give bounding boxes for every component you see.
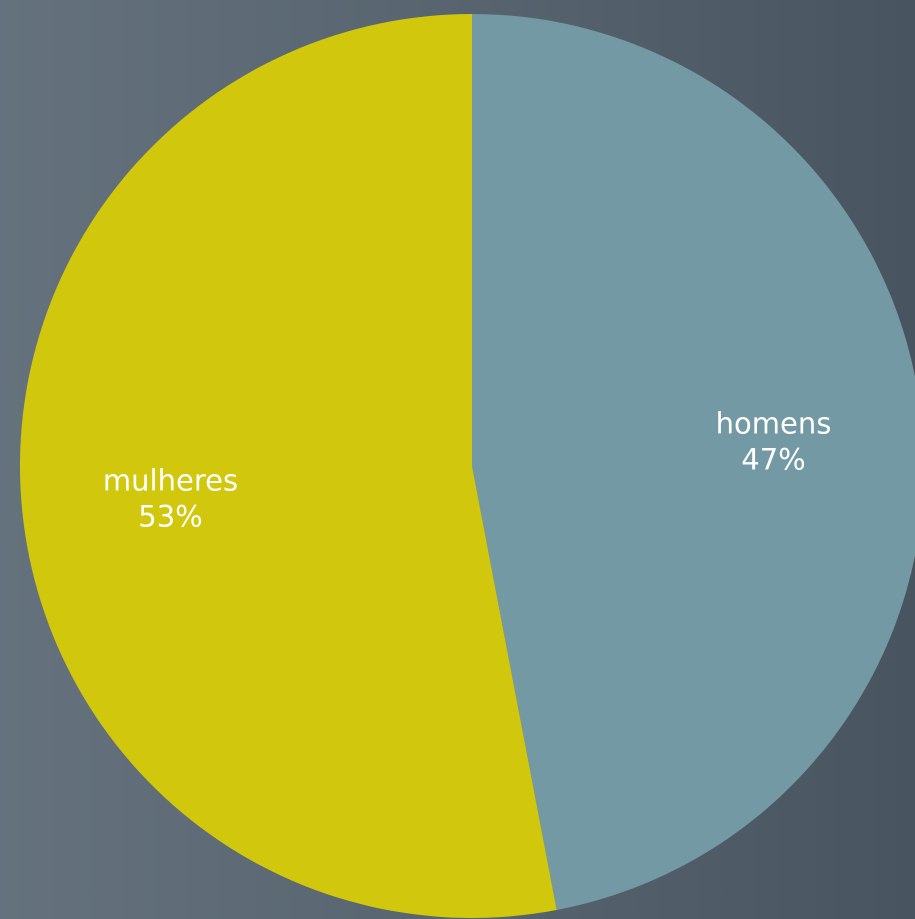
- slice-value-label-homens: 47%: [741, 443, 805, 477]
- pie-slice-mulheres: [19, 14, 557, 918]
- slice-label-mulheres: mulheres: [103, 464, 238, 498]
- slice-value-label-mulheres: 53%: [138, 500, 202, 534]
- pie-slice-homens: [472, 14, 915, 910]
- slice-label-homens: homens: [716, 407, 832, 441]
- pie-slices: [19, 14, 915, 918]
